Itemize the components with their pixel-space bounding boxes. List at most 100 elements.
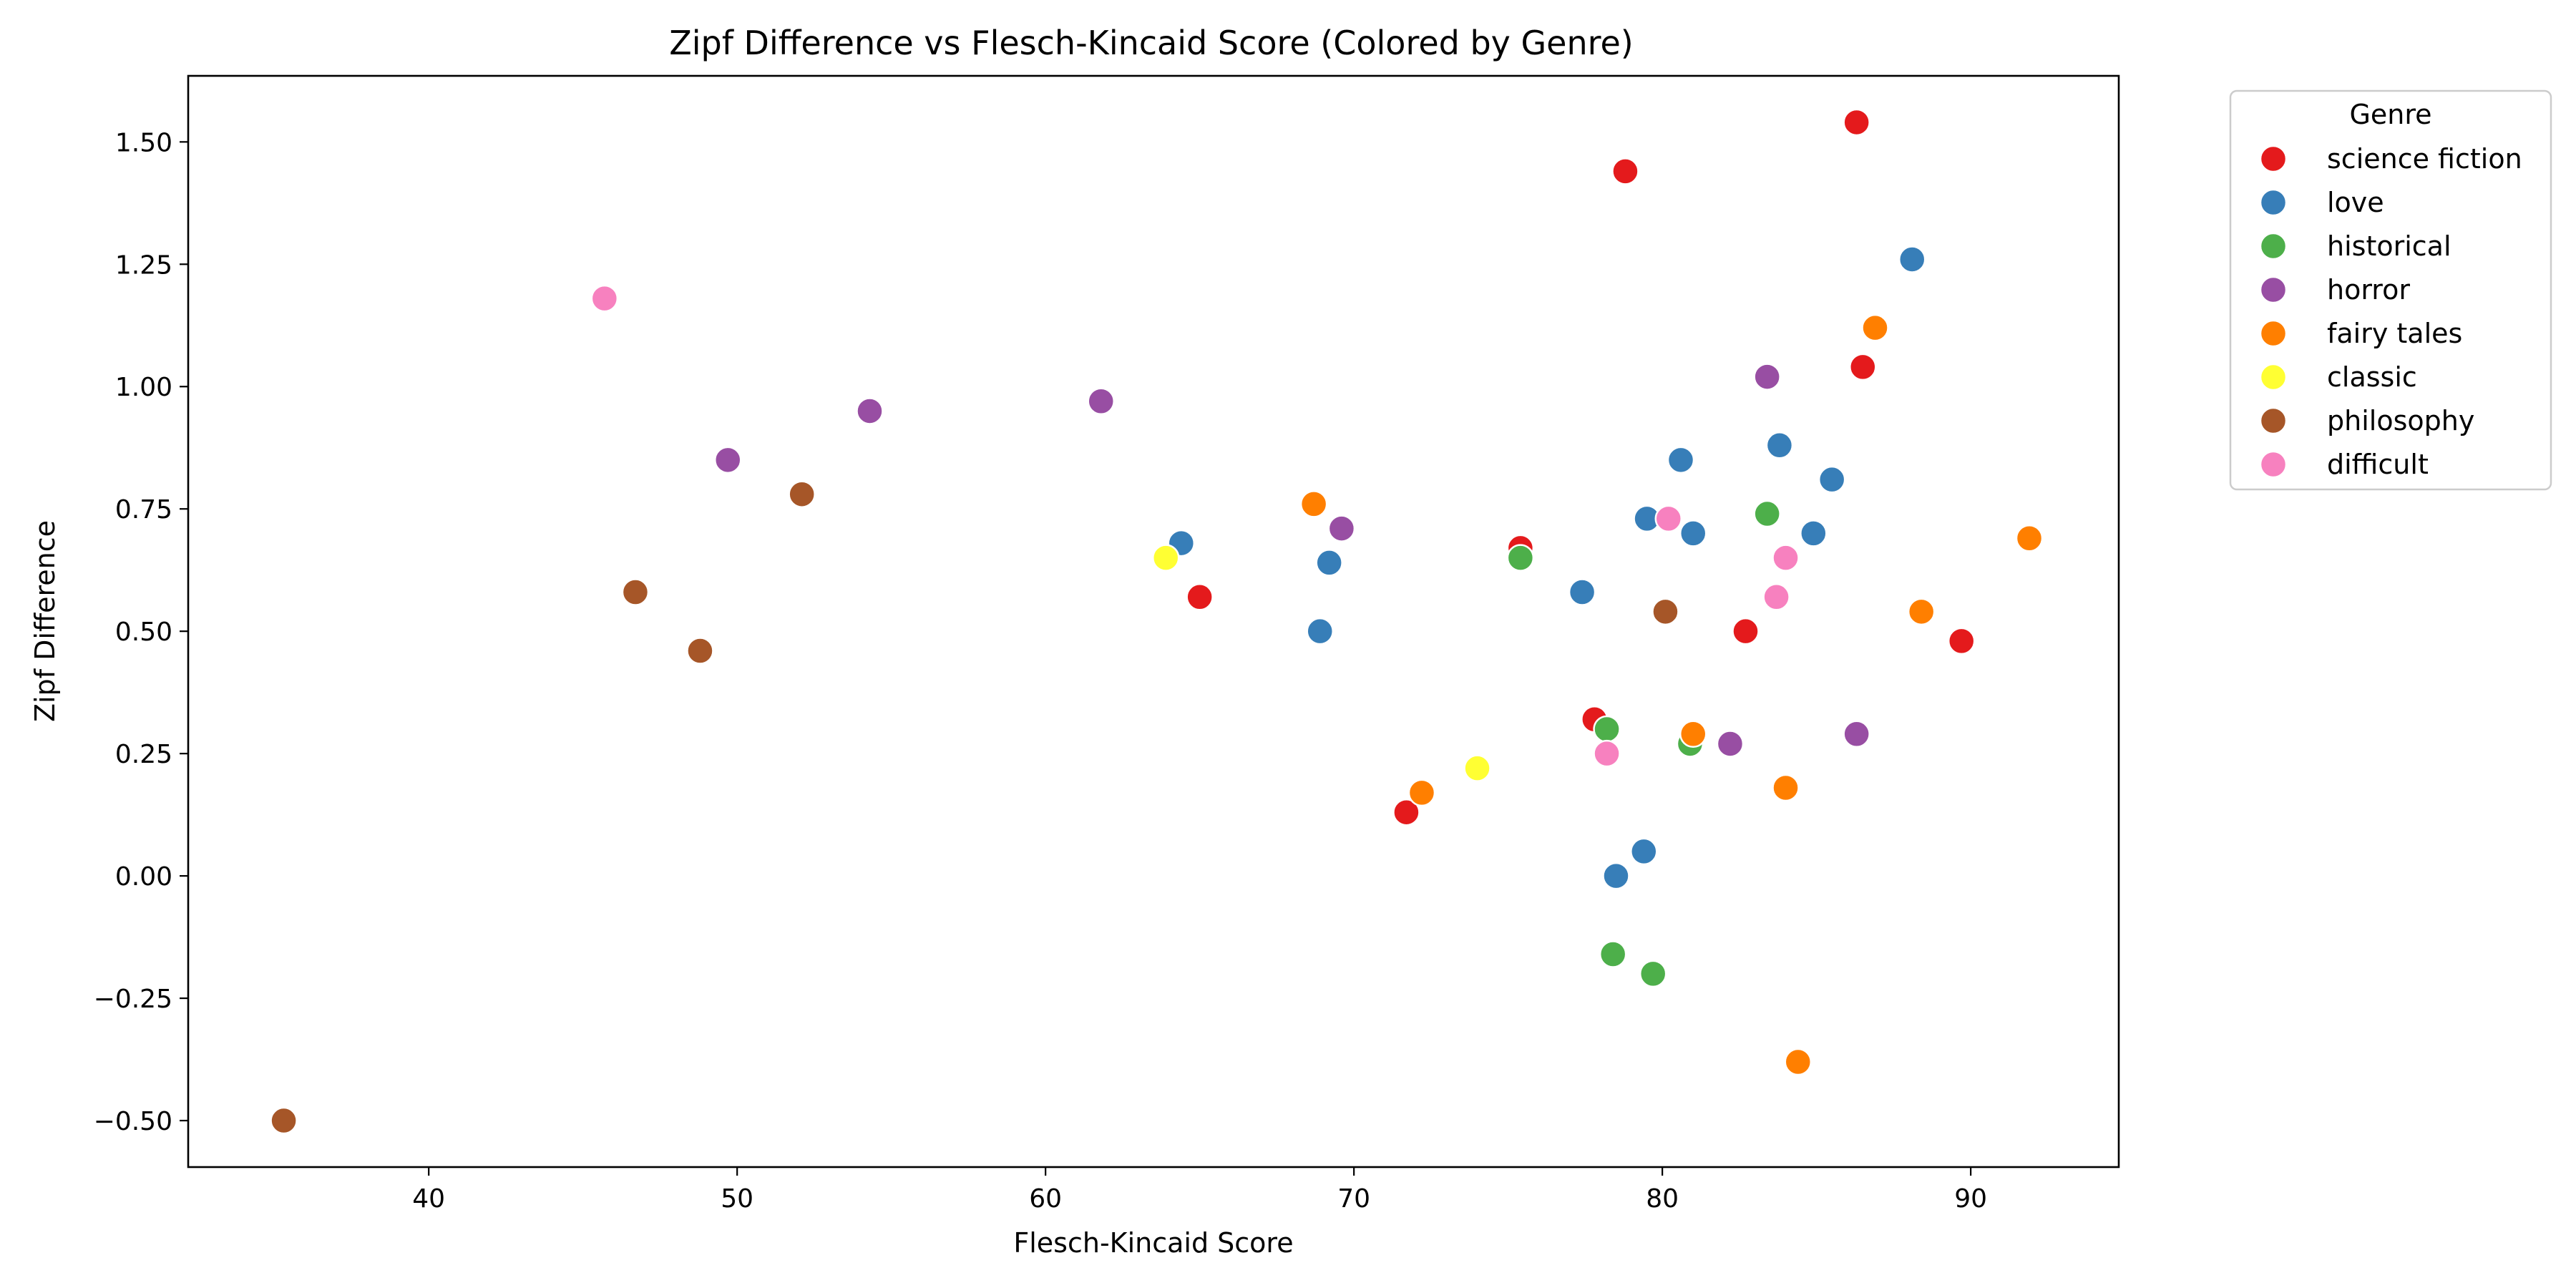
data-point [1654, 504, 1683, 533]
data-point [1599, 940, 1627, 968]
legend-label: difficult [2327, 449, 2429, 480]
series-classic [1151, 544, 1491, 782]
data-point [1716, 730, 1745, 758]
y-axis-label: Zipf Difference [29, 520, 61, 722]
plot-frame [187, 74, 2120, 1169]
data-point [788, 480, 816, 508]
chart-title: Zipf Difference vs Flesch-Kincaid Score … [669, 24, 1634, 62]
data-point [1151, 544, 1180, 572]
data-point [621, 578, 650, 606]
legend-label: philosophy [2327, 405, 2474, 436]
y-axis: −0.50 −0.25 0.00 0.25 0.50 0.75 1.00 1.25 1.50 [94, 128, 188, 1136]
data-point [1306, 617, 1334, 645]
y-tick-label: −0.25 [94, 985, 172, 1014]
x-tick-label: 50 [721, 1184, 753, 1214]
legend-label: love [2327, 187, 2384, 218]
data-point [1784, 1048, 1813, 1076]
legend-label: historical [2327, 230, 2451, 262]
legend-title: Genre [2349, 99, 2431, 130]
data-point [1186, 583, 1214, 611]
legend-marker [2259, 145, 2288, 173]
legend: Genre science fiction love historical horro… [2229, 89, 2552, 491]
x-axis-label: Flesch-Kincaid Score [1013, 1227, 1293, 1259]
plot-area [270, 108, 2044, 1135]
data-point [686, 637, 714, 665]
data-point [1679, 720, 1707, 748]
data-point [590, 284, 619, 313]
legend-label: science fiction [2327, 143, 2522, 175]
legend-box [2229, 89, 2552, 491]
data-point [1898, 245, 1926, 273]
data-point [713, 446, 742, 474]
data-point [1315, 549, 1343, 577]
data-point [1593, 715, 1621, 743]
data-point [1568, 578, 1596, 606]
data-point [1667, 446, 1695, 474]
legend-item: science fiction [2259, 143, 2522, 175]
data-point [1593, 739, 1621, 768]
y-tick-label: 1.50 [115, 128, 172, 157]
legend-item: philosophy [2259, 405, 2474, 436]
legend-marker [2259, 319, 2288, 348]
data-point [856, 397, 884, 425]
x-tick-label: 60 [1029, 1184, 1062, 1214]
series-difficult [590, 284, 1800, 768]
x-tick-label: 40 [412, 1184, 445, 1214]
data-point [1732, 617, 1760, 645]
y-tick-label: 0.50 [115, 618, 172, 647]
legend-item: historical [2259, 230, 2451, 262]
legend-label: horror [2327, 274, 2410, 306]
series-love [1167, 245, 1926, 890]
data-point [1299, 490, 1328, 518]
y-tick-label: 0.75 [115, 495, 172, 525]
x-tick-label: 80 [1646, 1184, 1679, 1214]
data-point [1947, 627, 1976, 655]
series-fairy-tales [1299, 313, 2044, 1076]
legend-items: science fiction love historical horror fairy… [2259, 143, 2522, 480]
y-tick-label: 1.00 [115, 373, 172, 402]
legend-label: classic [2327, 361, 2417, 393]
legend-label: fairy tales [2327, 318, 2462, 349]
data-point [1772, 544, 1800, 572]
data-point [1630, 837, 1658, 866]
legend-marker [2259, 275, 2288, 304]
data-point [1861, 313, 1889, 342]
data-point [1765, 431, 1794, 459]
data-point [1602, 862, 1630, 890]
data-point [1327, 514, 1356, 542]
data-point [1800, 519, 1828, 547]
series-horror [713, 363, 1870, 758]
x-tick-label: 90 [1954, 1184, 1987, 1214]
data-point [1753, 363, 1781, 391]
data-point [1087, 387, 1115, 416]
legend-item: difficult [2259, 449, 2429, 480]
data-point [1652, 597, 1679, 626]
legend-item: classic [2259, 361, 2417, 393]
data-point [1611, 157, 1639, 185]
legend-item: fairy tales [2259, 318, 2462, 349]
legend-marker [2259, 406, 2288, 435]
data-point [1849, 353, 1877, 381]
legend-marker [2259, 363, 2288, 391]
data-point [1392, 798, 1420, 826]
data-point [1907, 597, 1936, 626]
y-tick-label: 0.00 [115, 862, 172, 892]
data-point [1463, 754, 1491, 782]
data-point [270, 1106, 298, 1135]
series-philosophy [270, 480, 1679, 1135]
legend-item: love [2259, 187, 2384, 218]
data-point [1772, 774, 1800, 802]
legend-marker [2259, 450, 2288, 479]
series-historical [1506, 499, 1781, 988]
data-point [1818, 465, 1846, 494]
data-point [1762, 583, 1790, 611]
legend-item: horror [2259, 274, 2410, 306]
data-point [1843, 720, 1870, 748]
y-tick-label: 1.25 [115, 250, 172, 280]
data-point [1843, 108, 1870, 137]
data-point [1679, 519, 1707, 547]
legend-marker [2259, 188, 2288, 217]
data-point [1753, 499, 1781, 528]
